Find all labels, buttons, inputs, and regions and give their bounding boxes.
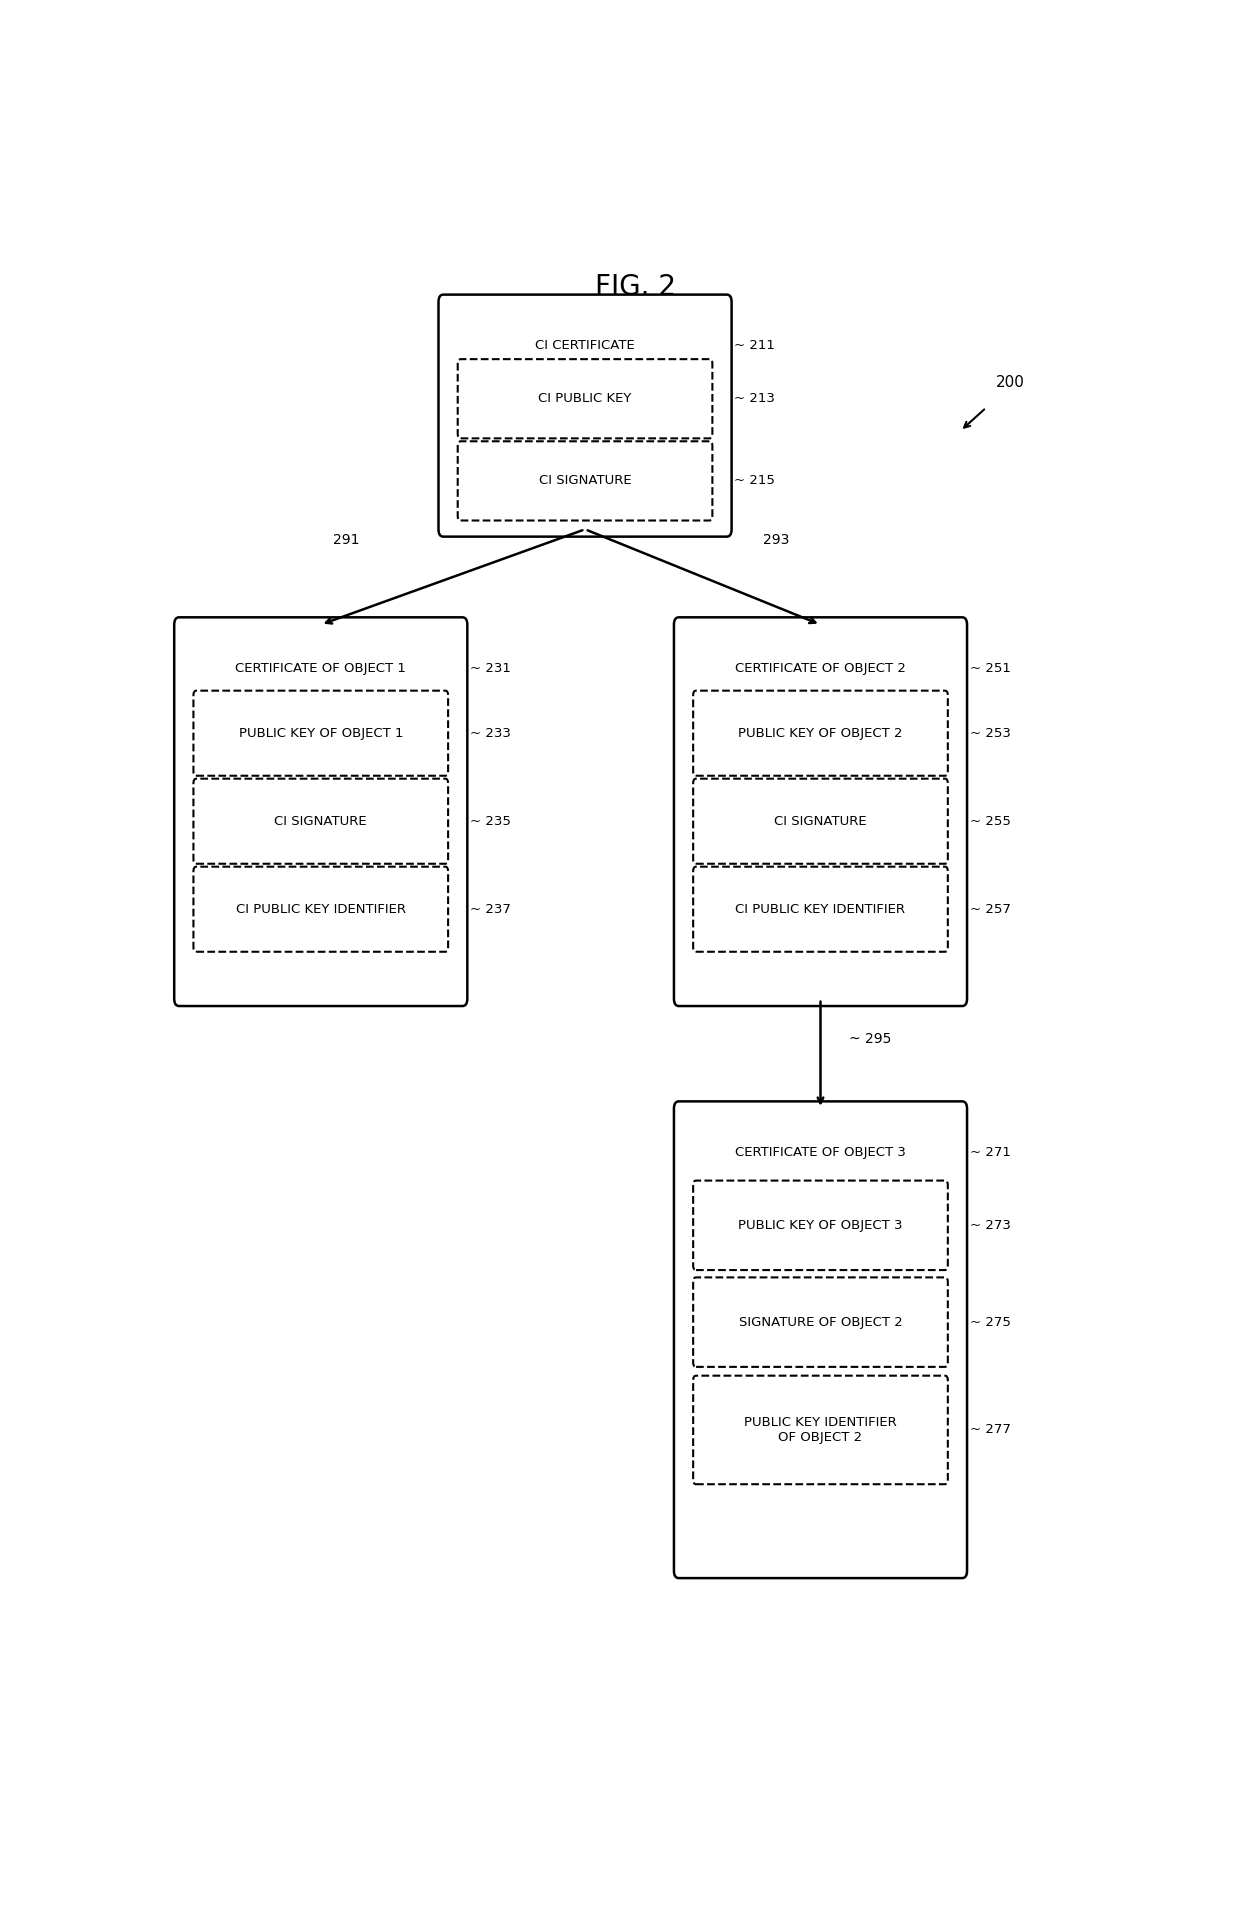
FancyBboxPatch shape [174, 617, 467, 1006]
Text: ~ 277: ~ 277 [970, 1423, 1011, 1436]
Text: ~ 233: ~ 233 [470, 726, 511, 739]
FancyBboxPatch shape [693, 867, 947, 952]
Text: ~ 295: ~ 295 [849, 1033, 892, 1046]
FancyBboxPatch shape [439, 295, 732, 537]
Text: PUBLIC KEY OF OBJECT 2: PUBLIC KEY OF OBJECT 2 [738, 726, 903, 739]
FancyBboxPatch shape [693, 692, 947, 775]
FancyBboxPatch shape [693, 1375, 947, 1484]
Text: ~ 275: ~ 275 [970, 1316, 1011, 1328]
Text: ~ 213: ~ 213 [734, 392, 775, 406]
Text: 293: 293 [764, 533, 790, 547]
Text: PUBLIC KEY IDENTIFIER
OF OBJECT 2: PUBLIC KEY IDENTIFIER OF OBJECT 2 [744, 1415, 897, 1444]
Text: CI PUBLIC KEY: CI PUBLIC KEY [538, 392, 631, 406]
FancyBboxPatch shape [693, 1278, 947, 1368]
FancyBboxPatch shape [675, 1101, 967, 1577]
Text: ~ 231: ~ 231 [470, 663, 511, 674]
FancyBboxPatch shape [193, 692, 448, 775]
Text: FIG. 2: FIG. 2 [595, 272, 676, 301]
Text: CERTIFICATE OF OBJECT 2: CERTIFICATE OF OBJECT 2 [735, 663, 906, 674]
Text: CI SIGNATURE: CI SIGNATURE [538, 474, 631, 488]
Text: ~ 271: ~ 271 [970, 1147, 1011, 1160]
Text: ~ 251: ~ 251 [970, 663, 1011, 674]
Text: CERTIFICATE OF OBJECT 1: CERTIFICATE OF OBJECT 1 [236, 663, 407, 674]
FancyBboxPatch shape [675, 617, 967, 1006]
Text: ~ 257: ~ 257 [970, 903, 1011, 916]
Text: ~ 237: ~ 237 [470, 903, 511, 916]
Text: ~ 211: ~ 211 [734, 339, 775, 352]
Text: CI SIGNATURE: CI SIGNATURE [774, 815, 867, 827]
Text: PUBLIC KEY OF OBJECT 3: PUBLIC KEY OF OBJECT 3 [738, 1219, 903, 1233]
FancyBboxPatch shape [693, 779, 947, 863]
FancyBboxPatch shape [193, 779, 448, 863]
Text: ~ 255: ~ 255 [970, 815, 1011, 827]
Text: 200: 200 [996, 375, 1024, 391]
Text: CI PUBLIC KEY IDENTIFIER: CI PUBLIC KEY IDENTIFIER [236, 903, 405, 916]
Text: ~ 215: ~ 215 [734, 474, 775, 488]
Text: ~ 273: ~ 273 [970, 1219, 1011, 1233]
Text: CERTIFICATE OF OBJECT 3: CERTIFICATE OF OBJECT 3 [735, 1147, 906, 1160]
Text: ~ 235: ~ 235 [470, 815, 511, 827]
FancyBboxPatch shape [458, 442, 713, 520]
Text: SIGNATURE OF OBJECT 2: SIGNATURE OF OBJECT 2 [739, 1316, 903, 1328]
FancyBboxPatch shape [193, 867, 448, 952]
Text: 291: 291 [332, 533, 360, 547]
FancyBboxPatch shape [458, 360, 713, 438]
Text: CI PUBLIC KEY IDENTIFIER: CI PUBLIC KEY IDENTIFIER [735, 903, 905, 916]
Text: CI SIGNATURE: CI SIGNATURE [274, 815, 367, 827]
Text: ~ 253: ~ 253 [970, 726, 1011, 739]
Text: PUBLIC KEY OF OBJECT 1: PUBLIC KEY OF OBJECT 1 [238, 726, 403, 739]
Text: CI CERTIFICATE: CI CERTIFICATE [536, 339, 635, 352]
FancyBboxPatch shape [693, 1181, 947, 1271]
